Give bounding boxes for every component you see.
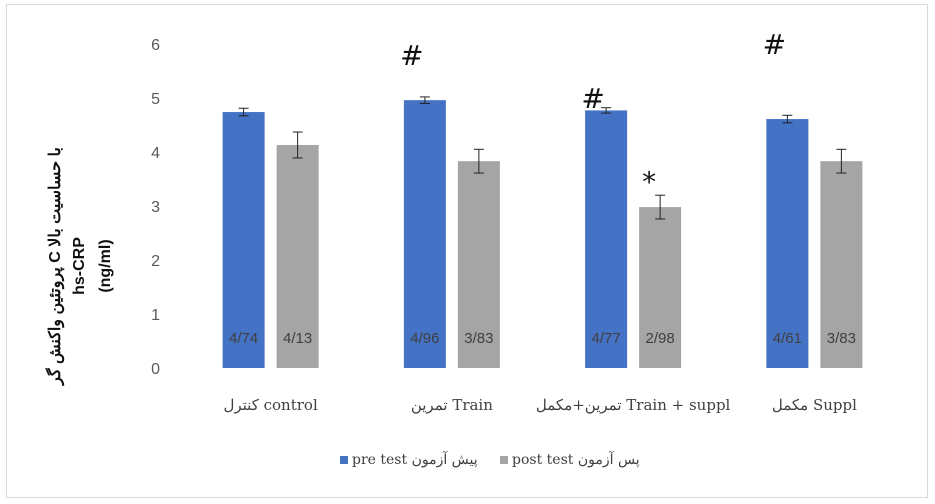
bar-s0-c1 (403, 100, 446, 368)
category-label-0: کنترل control (223, 396, 317, 414)
y-tick-label-3: 3 (151, 199, 160, 216)
y-axis-title-line-2: (ng/ml) (97, 239, 114, 292)
data-label-s1-c3: 3/83 (827, 330, 856, 347)
y-axis-title-line-0: پروتئین واکنش گر C با حساسیت بالا (45, 147, 65, 386)
chart-frame (6, 4, 928, 498)
bar-s1-c0 (276, 144, 319, 368)
annotation-mark-1: # (581, 82, 604, 115)
legend-swatch-1 (500, 456, 508, 464)
y-tick-label-5: 5 (151, 91, 160, 108)
category-label-1: تمرین Train (411, 396, 493, 414)
data-label-s1-c1: 3/83 (464, 330, 493, 347)
data-label-s1-c0: 4/13 (283, 330, 312, 347)
annotation-mark-2: # (763, 28, 786, 61)
data-label-s0-c1: 4/96 (410, 330, 439, 347)
data-label-s0-c2: 4/77 (592, 330, 621, 347)
bar-s0-c0 (222, 112, 265, 368)
y-tick-label-4: 4 (151, 145, 160, 162)
y-tick-label-1: 1 (151, 307, 160, 324)
data-label-s0-c3: 4/61 (773, 330, 802, 347)
y-tick-label-6: 6 (151, 37, 160, 54)
legend-label-1: post test پس آزمون (512, 450, 640, 468)
category-label-3: مکمل Suppl (772, 396, 857, 414)
annotation-mark-0: # (400, 39, 423, 72)
y-tick-label-2: 2 (151, 253, 160, 270)
data-label-s0-c0: 4/74 (229, 330, 258, 347)
y-tick-label-0: 0 (151, 361, 160, 378)
bar-s1-c2 (639, 207, 682, 368)
bar-s0-c3 (766, 119, 809, 368)
data-label-s1-c2: 2/98 (646, 330, 675, 347)
category-label-2: تمرین+مکمل Train + suppl (536, 396, 731, 414)
bar-s0-c2 (585, 110, 628, 369)
legend-swatch-0 (340, 456, 348, 464)
legend-label-0: pre test پیش آزمون (352, 450, 478, 468)
bar-s1-c3 (820, 161, 863, 368)
y-axis-title-line-1: hs-CRP (71, 237, 88, 295)
annotation-mark-3: * (642, 166, 656, 199)
bar-s1-c1 (457, 161, 500, 368)
